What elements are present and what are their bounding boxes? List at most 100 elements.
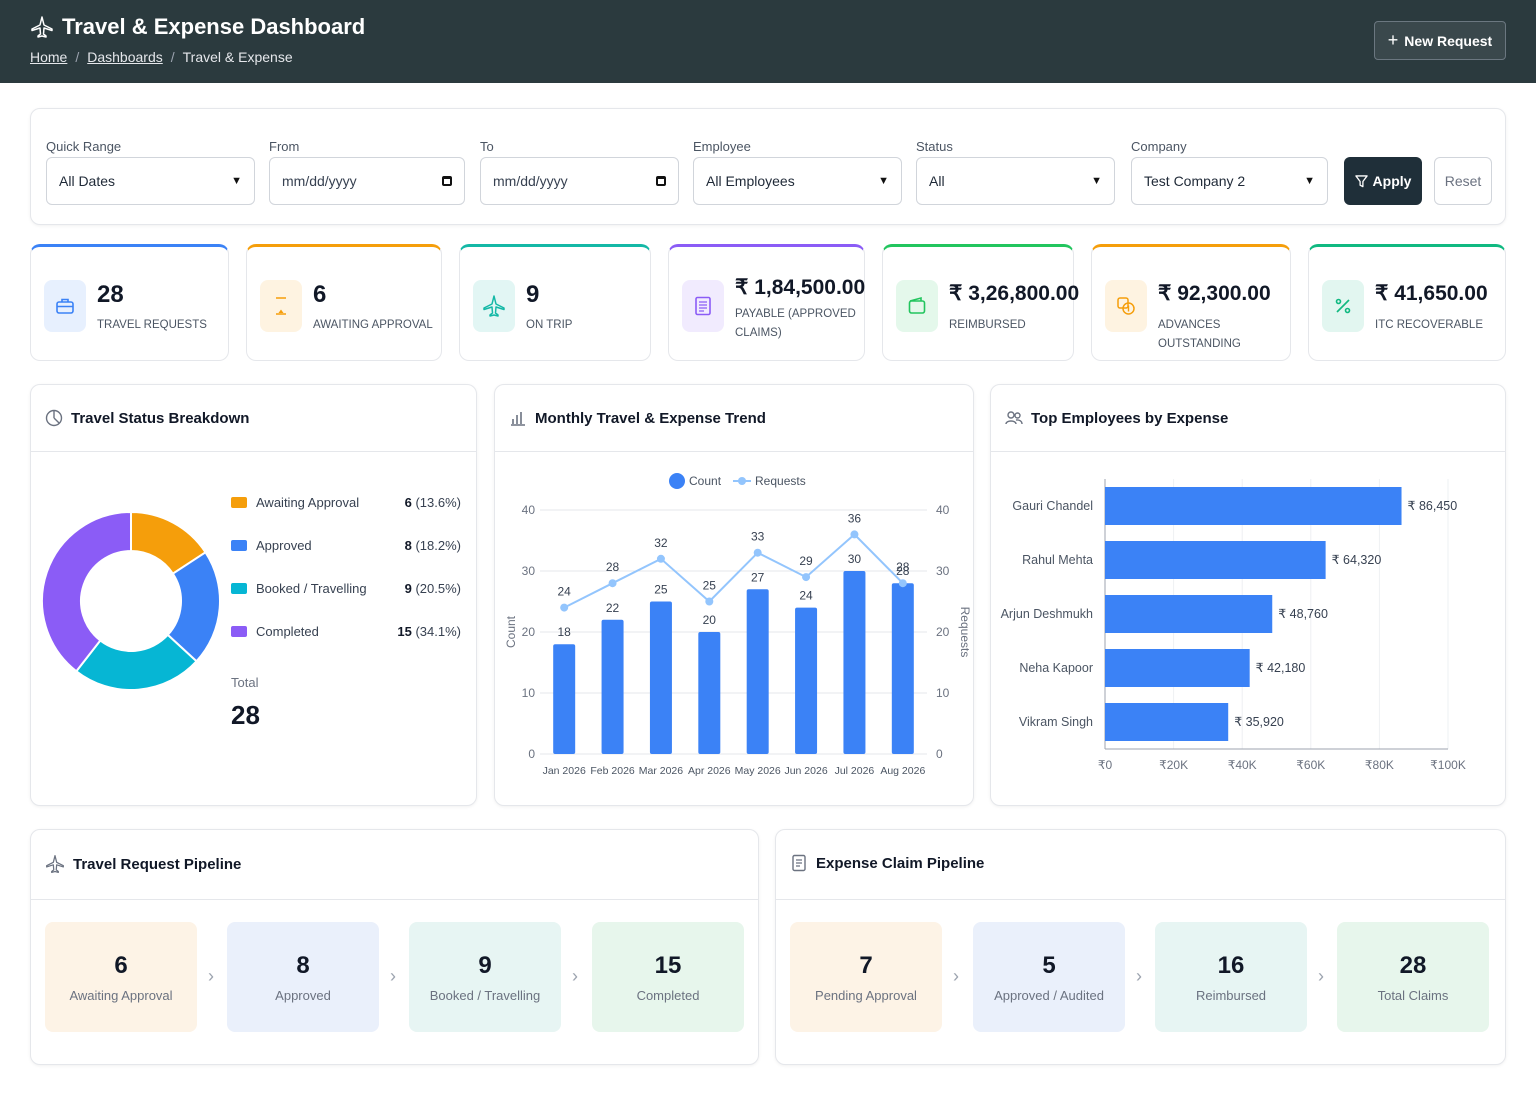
stage-label: Reimbursed — [1195, 988, 1267, 1003]
x-tick-label: ₹20K — [1159, 758, 1188, 772]
legend-count: 8 — [404, 538, 412, 553]
y-axis-title: Count — [504, 615, 518, 648]
to-date-input[interactable]: mm/dd/yyyy — [480, 157, 679, 205]
bar-data-label: 18 — [558, 625, 572, 639]
pipeline-stage[interactable]: 15 Completed — [592, 922, 744, 1032]
monthly-trend-chart: 0 0 10 10 20 20 30 30 40 40 Count Requests 18 Jan 202… — [504, 473, 972, 777]
bar-data-label: 24 — [799, 589, 813, 603]
calendar-icon[interactable] — [656, 176, 666, 186]
pipeline-stage[interactable]: 7 Pending Approval — [790, 922, 942, 1032]
line-data-label: 28 — [896, 560, 910, 574]
percent-icon — [1322, 280, 1364, 332]
employee-label: Employee — [693, 139, 751, 154]
breadcrumb-separator: / — [75, 49, 80, 65]
kpi-label: REIMBURSED — [949, 319, 1026, 331]
employee-select[interactable]: All Employees ▼ — [693, 157, 902, 205]
kpi-card: ₹ 92,300.00 ADVANCES OUTSTANDING — [1091, 244, 1291, 361]
filter-icon — [1354, 174, 1368, 187]
legend-requests-label: Requests — [755, 474, 806, 488]
y2-tick-label: 20 — [936, 625, 950, 639]
employee-bar — [1105, 487, 1402, 525]
bar-count — [649, 601, 672, 754]
chevron-right-icon: › — [572, 966, 578, 986]
chevron-down-icon: ▼ — [1091, 175, 1102, 187]
x-tick-label: Mar 2026 — [639, 765, 684, 777]
top-employees-title: Top Employees by Expense — [1005, 409, 1228, 427]
expense-pipeline-panel: Expense Claim Pipeline 7 Pending Approval… — [775, 829, 1506, 1065]
document-icon — [682, 280, 724, 332]
x-tick-label: ₹80K — [1365, 758, 1394, 772]
line-point — [753, 548, 762, 557]
legend-item: Completed 15 (34.1%) — [231, 624, 461, 639]
bar-chart-icon — [511, 412, 525, 426]
line-point — [898, 579, 907, 588]
donut-slice-completed[interactable] — [41, 510, 132, 673]
reset-button[interactable]: Reset — [1434, 157, 1492, 205]
stage-count: 28 — [1399, 952, 1427, 979]
from-date-input[interactable]: mm/dd/yyyy — [269, 157, 465, 205]
kpi-value: 9 — [526, 281, 540, 308]
company-label: Company — [1131, 139, 1187, 154]
legend-requests-marker — [738, 477, 746, 485]
legend-value: 6 (13.6%) — [405, 495, 461, 510]
plane-icon — [31, 16, 53, 38]
apply-button[interactable]: Apply — [1344, 157, 1422, 205]
legend-item: Booked / Travelling 9 (20.5%) — [231, 581, 461, 596]
y-tick-label: 40 — [522, 503, 536, 517]
pipeline-stage[interactable]: 9 Booked / Travelling — [409, 922, 561, 1032]
x-tick-label: ₹60K — [1296, 758, 1325, 772]
legend-count-swatch — [669, 473, 685, 489]
employee-value-label: ₹ 64,320 — [1332, 553, 1382, 567]
quick-range-select[interactable]: All Dates ▼ — [46, 157, 255, 205]
pipeline-stage[interactable]: 28 Total Claims — [1337, 922, 1489, 1032]
stage-count: 6 — [114, 952, 128, 979]
from-date-value: mm/dd/yyyy — [282, 173, 357, 189]
chevron-right-icon: › — [390, 966, 396, 986]
bar-count — [795, 607, 818, 754]
bar-count — [698, 632, 721, 754]
employee-name-label: Rahul Mehta — [1022, 553, 1093, 567]
pipeline-stage[interactable]: 16 Reimbursed — [1155, 922, 1307, 1032]
breadcrumb-dashboards[interactable]: Dashboards — [87, 49, 163, 65]
calendar-icon[interactable] — [442, 176, 452, 186]
x-tick-label: ₹0 — [1098, 758, 1113, 772]
bar-count — [746, 589, 769, 754]
pipeline-stage[interactable]: 5 Approved / Audited — [973, 922, 1125, 1032]
legend-item: Approved 8 (18.2%) — [231, 538, 461, 553]
kpi-label: PAYABLE (APPROVED CLAIMS) — [735, 308, 856, 339]
x-tick-label: ₹100K — [1430, 758, 1466, 772]
pipeline-stage[interactable]: 6 Awaiting Approval — [45, 922, 197, 1032]
status-select[interactable]: All ▼ — [916, 157, 1115, 205]
travel-pipeline-panel: Travel Request Pipeline 6 Awaiting Approv… — [30, 829, 759, 1065]
chevron-right-icon: › — [953, 966, 959, 986]
breadcrumb-home[interactable]: Home — [30, 49, 68, 65]
status-donut-chart — [41, 510, 221, 691]
divider — [776, 899, 1505, 900]
kpi-value: 28 — [97, 281, 124, 308]
top-header: Travel & Expense Dashboard Home / Dashbo… — [0, 0, 1536, 83]
quick-range-label: Quick Range — [46, 139, 122, 154]
company-select[interactable]: Test Company 2 ▼ — [1131, 157, 1328, 205]
coins-icon — [1105, 280, 1147, 332]
bar-data-label: 25 — [654, 583, 668, 597]
y2-tick-label: 0 — [936, 747, 943, 761]
total-value: 28 — [231, 700, 260, 730]
expense-pipeline-title: Expense Claim Pipeline — [790, 854, 984, 872]
line-requests — [563, 533, 904, 609]
y2-tick-label: 40 — [936, 503, 950, 517]
bar-data-label: 20 — [703, 613, 717, 627]
legend-count-label: Count — [689, 474, 722, 488]
travel-status-panel: Travel Status Breakdown Total 28 Awaitin… — [30, 384, 477, 806]
legend-count: 9 — [404, 581, 412, 596]
pipeline-stage[interactable]: 8 Approved — [227, 922, 379, 1032]
legend-label: Booked / Travelling — [256, 581, 367, 596]
bar-data-label: 30 — [848, 552, 862, 566]
legend-swatch — [231, 540, 247, 551]
stage-label: Approved / Audited — [994, 988, 1104, 1003]
employee-bar — [1105, 649, 1250, 687]
kpi-value: ₹ 3,26,800.00 — [949, 282, 1080, 305]
top-employees-chart: ₹0 ₹20K ₹40K ₹60K ₹80K ₹100K Gauri Chandel ₹ 86… — [1001, 479, 1466, 772]
y-tick-label: 10 — [522, 686, 536, 700]
top-employees-title-text: Top Employees by Expense — [1031, 409, 1229, 427]
new-request-button[interactable]: + New Request — [1374, 21, 1506, 60]
